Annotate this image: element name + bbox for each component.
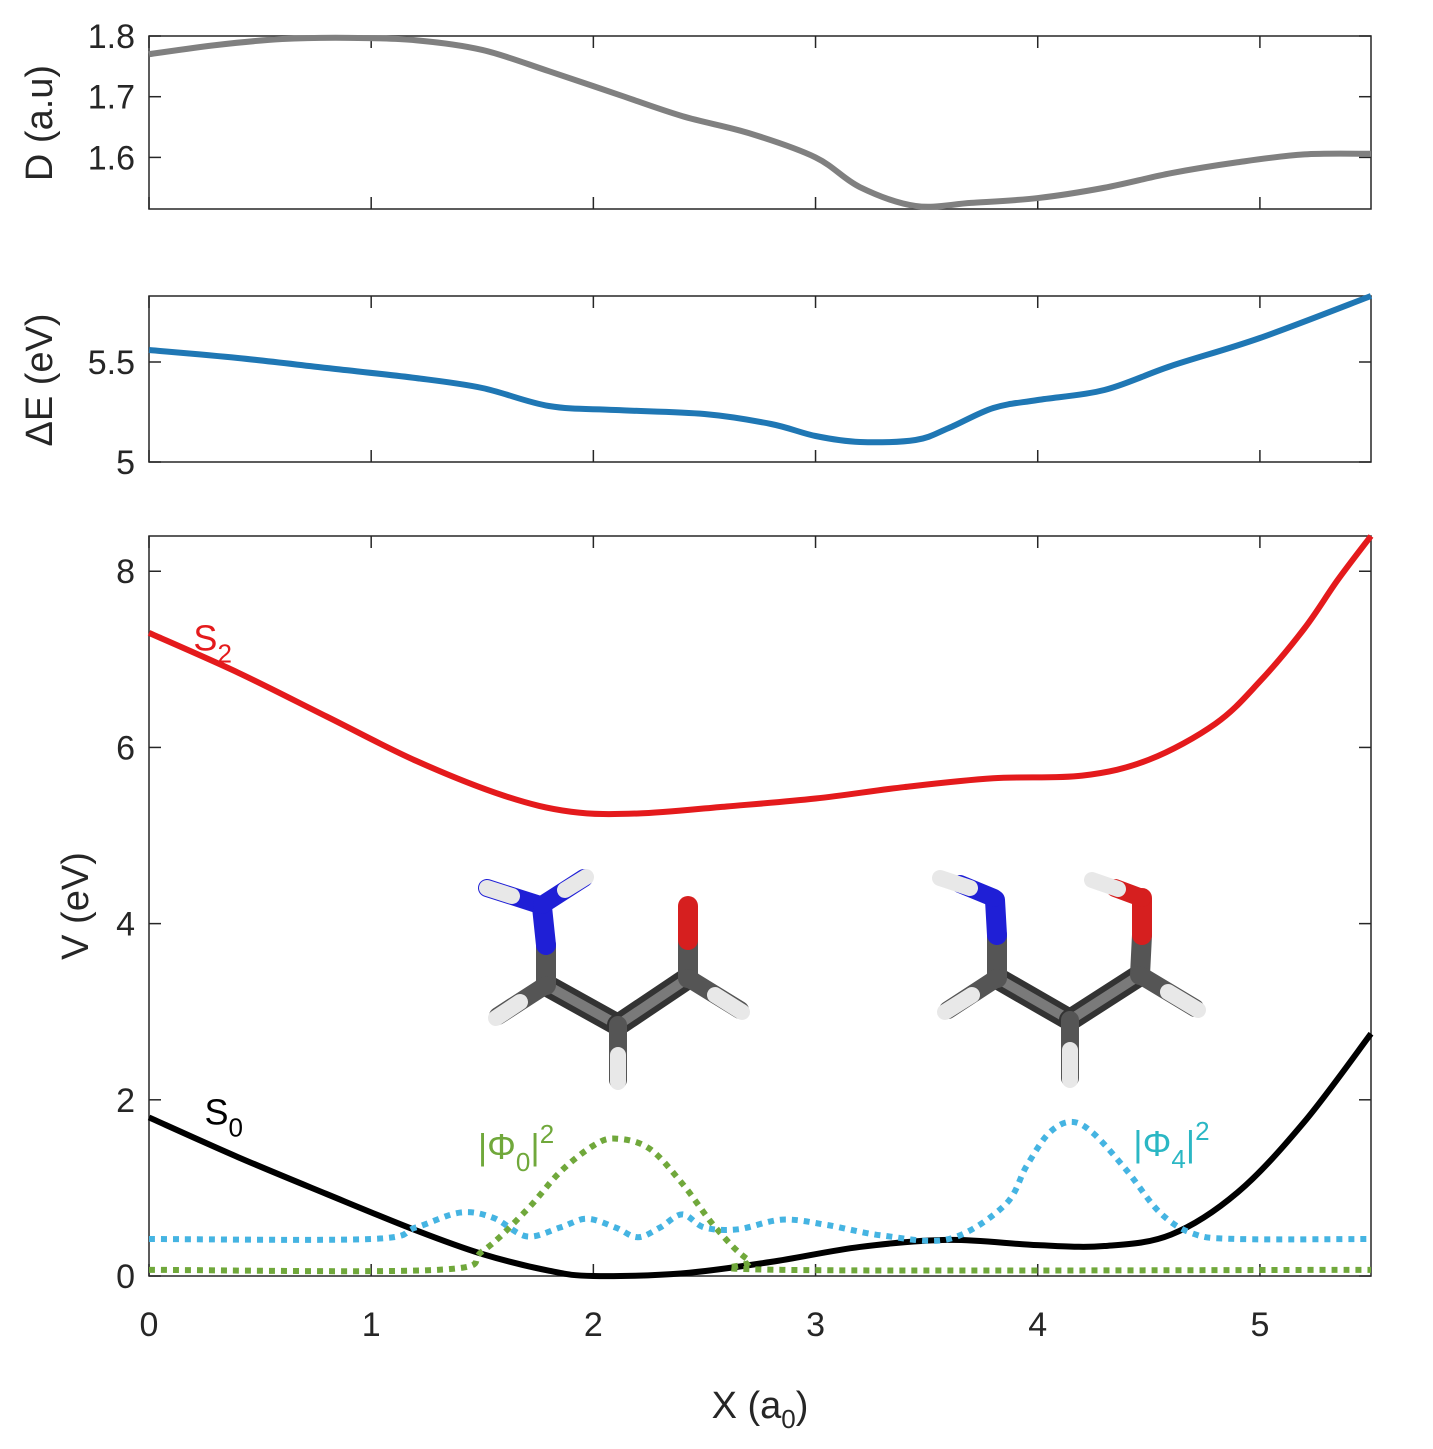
ytick-label: 4	[116, 906, 135, 944]
ticks-d: 1.6 1.7 1.8	[88, 18, 1371, 209]
phi4-label-sup: 2	[1195, 1116, 1209, 1146]
s2-label: S2	[193, 618, 231, 669]
series-line-4	[148, 1118, 1372, 1244]
ytick-label: 8	[116, 553, 135, 591]
xtick-label: 3	[806, 1306, 825, 1344]
s0-label: S0	[205, 1091, 243, 1142]
series-line-d	[148, 34, 1372, 210]
xlabel-subscript: 0	[781, 1404, 795, 1434]
bond-carbon-2	[986, 964, 1151, 1031]
bond-ch-right-2-h	[1160, 984, 1206, 1018]
phi4-label-text: |Φ	[1133, 1123, 1171, 1164]
ylabel-d: D (a.u)	[19, 65, 61, 181]
bond-nh-left-h	[479, 880, 520, 904]
bond-oh-2-h	[1084, 872, 1126, 897]
xlabel-tail: )	[796, 1385, 809, 1427]
ticks-delta-e: 55.5	[88, 296, 1371, 482]
molecule-keto	[478, 869, 750, 1090]
phi0-label: |Φ0|2	[478, 1119, 554, 1177]
molecule-enol	[932, 870, 1206, 1088]
ytick-label: 5	[116, 444, 135, 482]
bond-ch-right-h	[707, 987, 750, 1020]
xtick-label: 1	[362, 1306, 381, 1344]
ylabel-v: V (eV)	[55, 852, 97, 960]
ytick-label: 2	[116, 1082, 135, 1120]
xtick-label: 0	[140, 1306, 159, 1344]
axes-box-v	[148, 535, 1372, 1277]
bond-nh-2-h	[932, 870, 978, 896]
phi0-label-text: |Φ	[478, 1126, 516, 1167]
axes-box-d	[148, 35, 1372, 210]
series-delta-e	[148, 293, 1373, 446]
series-line-0	[148, 1135, 1372, 1275]
xlabel-main: X (a	[712, 1385, 783, 1427]
xlabel-v: X (a0)	[712, 1385, 809, 1434]
ytick-label: 1.7	[88, 79, 135, 117]
phi0-label-sub: 0	[516, 1147, 530, 1177]
ytick-label: 1.6	[88, 139, 135, 177]
xtick-label: 2	[584, 1306, 603, 1344]
ytick-label: 6	[116, 729, 135, 767]
ytick-label: 1.8	[88, 18, 135, 56]
series-line-e	[148, 293, 1373, 446]
panel-d: 1.6 1.7 1.8 D (a.u)	[19, 18, 1372, 210]
xtick-label: 4	[1028, 1306, 1047, 1344]
xtick-label: 5	[1250, 1306, 1269, 1344]
bond-carbon	[535, 967, 699, 1036]
ytick-label: 5.5	[88, 344, 135, 382]
bond-ch-left-2-h	[937, 987, 980, 1020]
panel-delta-e: 55.5 ΔE (eV)	[19, 293, 1373, 482]
series-d	[148, 34, 1372, 210]
phi4-label-sub: 4	[1171, 1144, 1185, 1174]
bond-ch-left-h	[488, 994, 528, 1026]
phi4-label-tail: |	[1186, 1123, 1195, 1164]
series-line-s2	[147, 534, 1374, 818]
ytick-label: 0	[116, 1258, 135, 1296]
phi4-label: |Φ4|2	[1133, 1116, 1209, 1174]
s2-label-text: S	[193, 618, 217, 659]
s0-label-text: S	[205, 1091, 229, 1132]
series-line-s0	[147, 1031, 1374, 1280]
ylabel-delta-e: ΔE (eV)	[19, 313, 61, 446]
series-v	[147, 534, 1374, 1280]
bond-nh-right-h	[557, 869, 594, 898]
s2-label-sub: 2	[217, 639, 231, 669]
s0-label-sub: 0	[229, 1112, 243, 1142]
axes-box-delta-e	[148, 295, 1372, 463]
phi0-label-sup: 2	[540, 1119, 554, 1149]
phi0-label-tail: |	[530, 1126, 539, 1167]
